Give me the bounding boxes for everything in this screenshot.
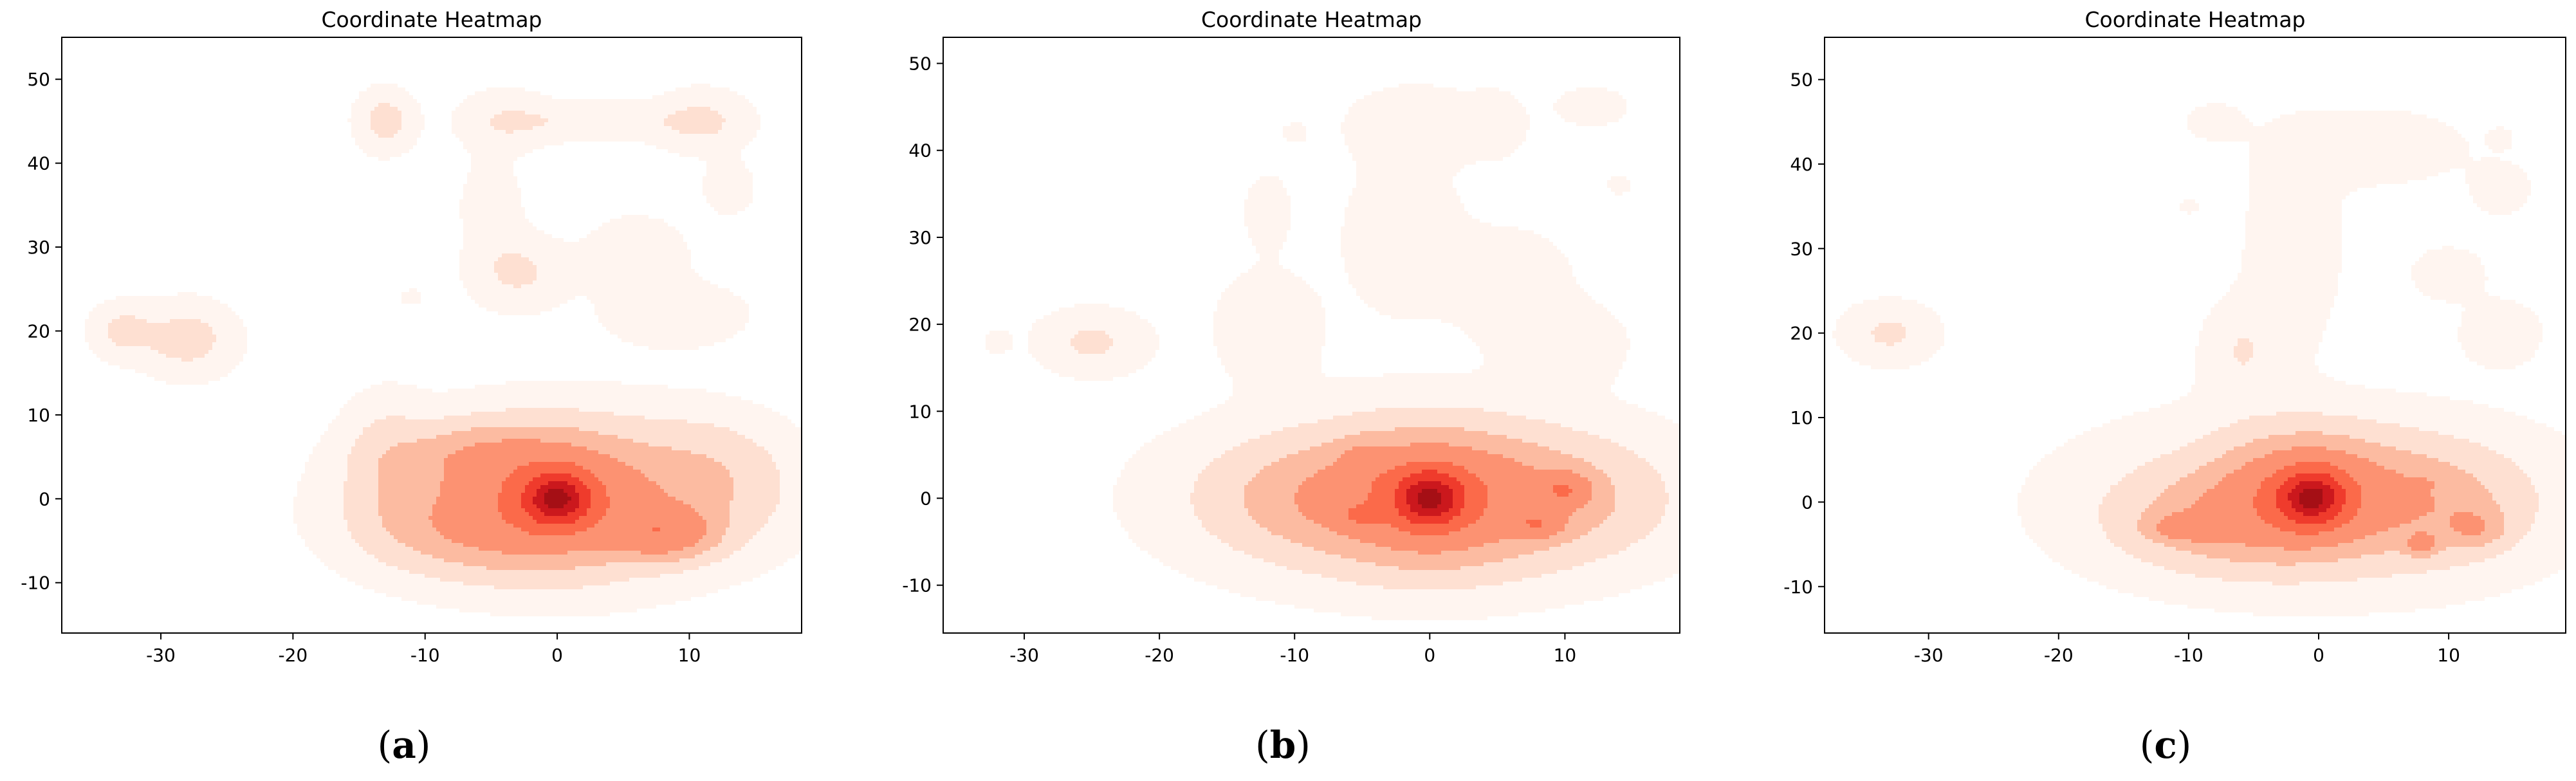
- axes-frame: [943, 37, 1680, 634]
- x-tick-label: 10: [678, 645, 701, 666]
- density-field: [1832, 103, 2566, 616]
- density-level-7: [1418, 489, 1441, 508]
- y-tick-label: 50: [908, 53, 932, 75]
- density-level-7: [544, 489, 571, 508]
- y-tick-label: 0: [920, 488, 932, 509]
- density-level-1: [1071, 331, 1669, 589]
- heatmap-panel-b: -30 -20 -10 0 10 -10 0 10 20 30 40 50 Coordinate Hea…: [902, 7, 1680, 767]
- y-tick-label: 0: [1801, 492, 1813, 513]
- x-tick-label: 10: [2437, 645, 2460, 666]
- density-level-4: [1348, 462, 1572, 535]
- caption-letter: a: [392, 723, 416, 767]
- density-field: [85, 84, 802, 616]
- density-level-6: [1406, 481, 1453, 516]
- density-level-0: [986, 84, 1680, 620]
- caption-letter: b: [1270, 723, 1296, 767]
- caption-letter: c: [2154, 723, 2176, 767]
- x-tick-label: -10: [1280, 645, 1309, 666]
- y-tick-label: 10: [1790, 407, 1813, 428]
- y-tick-label: 20: [27, 320, 50, 342]
- y-tick-label: 50: [1790, 69, 1813, 91]
- chart-title: Coordinate Heatmap: [1201, 7, 1422, 32]
- x-tick-label: -10: [2174, 645, 2203, 666]
- x-tick-label: 0: [551, 645, 563, 666]
- y-tick-label: 0: [39, 488, 50, 510]
- axes-frame: [61, 37, 802, 634]
- y-tick-label: 50: [27, 69, 50, 90]
- y-tick-label: 30: [27, 237, 50, 258]
- density-level-1: [1871, 323, 2539, 585]
- density-level-5: [521, 473, 591, 524]
- caption-close: ): [2177, 723, 2192, 767]
- density-level-6: [533, 481, 579, 516]
- caption-close: ): [1296, 723, 1311, 767]
- density-level-3: [428, 439, 706, 555]
- y-tick-label: 30: [1790, 238, 1813, 259]
- density-level-3: [2157, 446, 2485, 551]
- caption-open: (: [378, 723, 392, 767]
- caption-open: (: [1255, 723, 1270, 767]
- density-level-7: [2299, 489, 2323, 508]
- density-level-5: [2276, 473, 2346, 524]
- chart-title: Coordinate Heatmap: [2085, 7, 2306, 32]
- density-level-5: [1395, 470, 1464, 524]
- panel-caption: (a): [378, 723, 431, 767]
- y-tick-label: -10: [902, 575, 932, 596]
- caption-close: ): [416, 723, 431, 767]
- axes-frame: [1824, 37, 2566, 634]
- y-tick-label: 10: [908, 401, 932, 422]
- panel-caption: (b): [1255, 723, 1311, 767]
- y-tick-label: -10: [1783, 576, 1813, 598]
- x-tick-label: -20: [279, 645, 308, 666]
- y-tick-label: 10: [27, 405, 50, 426]
- density-level-2: [378, 427, 733, 570]
- density-level-0: [1832, 103, 2566, 616]
- y-tick-label: 40: [1790, 154, 1813, 175]
- x-tick-label: -20: [1145, 645, 1174, 666]
- y-tick-label: 20: [1790, 323, 1813, 344]
- y-tick-label: 30: [908, 227, 932, 248]
- y-tick-label: 20: [908, 314, 932, 335]
- density-level-4: [498, 462, 660, 535]
- y-tick-label: 40: [27, 153, 50, 174]
- caption-open: (: [2140, 723, 2155, 767]
- heatmap-panel-a: -30 -20 -10 0 10 -10 0 10 20 30 40 50 Coordinate Hea…: [21, 7, 802, 767]
- density-level-2: [2137, 431, 2504, 566]
- x-tick-label: -20: [2044, 645, 2074, 666]
- chart-title: Coordinate Heatmap: [322, 7, 542, 32]
- x-tick-label: -10: [410, 645, 440, 666]
- x-tick-label: 10: [1554, 645, 1577, 666]
- density-field: [986, 84, 1680, 620]
- y-tick-label: -10: [21, 573, 50, 594]
- x-tick-label: -30: [1009, 645, 1039, 666]
- heatmap-panel-c: -30 -20 -10 0 10 -10 0 10 20 30 40 50 Coordinate Hea…: [1783, 7, 2566, 767]
- y-tick-label: 40: [908, 140, 932, 161]
- x-tick-label: 0: [2313, 645, 2324, 666]
- x-tick-label: -30: [146, 645, 176, 666]
- density-level-3: [1294, 443, 1592, 555]
- density-level-0: [85, 84, 802, 616]
- x-tick-label: -30: [1914, 645, 1944, 666]
- x-tick-label: 0: [1424, 645, 1435, 666]
- panel-caption: (c): [2140, 723, 2192, 767]
